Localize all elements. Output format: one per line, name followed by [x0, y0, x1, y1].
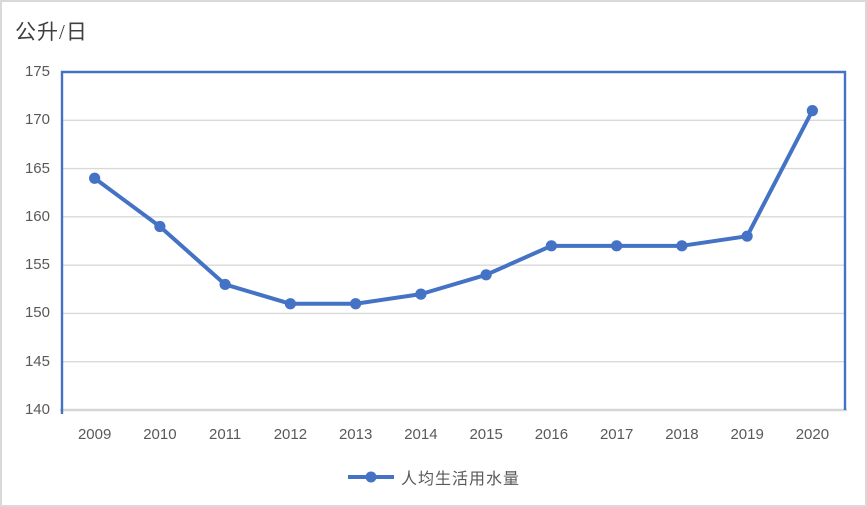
x-tick-label: 2014: [404, 426, 438, 443]
data-point: [741, 230, 753, 242]
data-point: [350, 298, 362, 310]
x-tick-label: 2017: [599, 426, 634, 443]
legend: 人均生活用水量: [2, 464, 865, 490]
x-tick-label: 2019: [730, 426, 764, 443]
x-tick-label: 2011: [208, 426, 242, 443]
y-tick-label: 170: [24, 111, 50, 129]
x-tick-label: 2018: [665, 426, 699, 443]
data-point: [676, 240, 688, 252]
x-tick-label: 2013: [338, 426, 373, 443]
y-tick-label: 155: [24, 256, 50, 274]
y-axis-unit-label: 公升/日: [15, 20, 88, 44]
data-point: [806, 105, 818, 117]
y-tick-label: 175: [24, 63, 50, 80]
data-point: [89, 172, 101, 184]
data-point: [480, 269, 492, 281]
y-tick-label: 140: [24, 401, 50, 418]
data-point: [545, 240, 557, 252]
x-tick-label: 2020: [795, 426, 830, 443]
x-tick-label: 2015: [469, 426, 503, 443]
data-point: [154, 220, 166, 233]
x-tick-label: 2009: [77, 426, 112, 443]
x-tick-label: 2012: [273, 426, 308, 443]
y-tick-label: 150: [24, 304, 50, 322]
y-tick-label: 145: [24, 352, 50, 370]
series-line: [92, 108, 815, 306]
y-tick-label: 160: [24, 207, 50, 225]
x-tick-label: 2016: [534, 426, 569, 443]
data-point: [284, 298, 296, 310]
x-tick-label: 2010: [143, 426, 177, 443]
data-point: [611, 240, 623, 252]
plot-border: [60, 70, 847, 414]
data-point: [219, 278, 231, 291]
legend-label: 人均生活用水量: [400, 471, 520, 488]
y-tick-label: 165: [24, 159, 50, 177]
legend-line-marker-icon: [347, 471, 394, 483]
data-point: [415, 288, 427, 300]
